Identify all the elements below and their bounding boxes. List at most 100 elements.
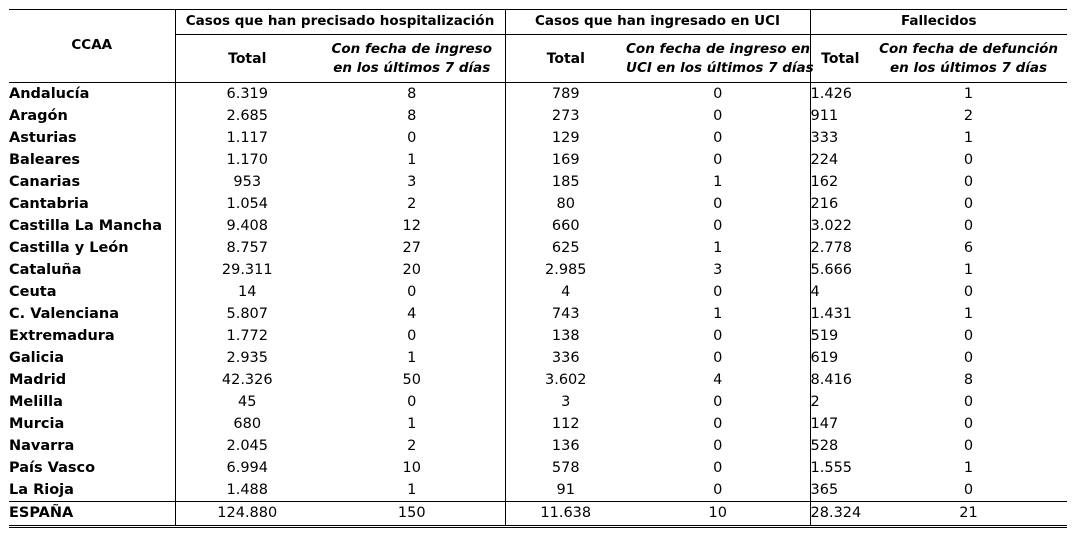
hosp-total-cell: 2.045 xyxy=(174,435,319,457)
uci-total-cell: 789 xyxy=(504,82,627,105)
deaths-total-cell: 162 xyxy=(809,171,871,193)
header-hosp-last7: Con fecha de ingreso en los últimos 7 día… xyxy=(319,34,506,83)
hosp-total-cell: 1.117 xyxy=(174,127,319,149)
hosp-total-cell: 124.880 xyxy=(174,501,319,528)
uci-last7-cell: 0 xyxy=(713,195,723,212)
table-row: Andalucía 6.319 8 789 0 1.426 1 xyxy=(9,82,1067,105)
ccaa-name: Cataluña xyxy=(9,261,82,278)
uci-last7-cell: 0 xyxy=(713,283,723,300)
uci-total-cell: 112 xyxy=(504,413,627,435)
table-row: C. Valenciana 5.807 4 743 1 1.431 1 xyxy=(9,303,1067,325)
uci-last7-cell: 0 xyxy=(626,479,811,502)
hosp-last7-cell: 2 xyxy=(407,195,417,212)
uci-last7-cell: 0 xyxy=(713,415,723,432)
ccaa-name: Melilla xyxy=(9,393,63,410)
deaths-total-cell: 28.324 xyxy=(809,501,871,528)
uci-last7-cell: 4 xyxy=(713,371,723,388)
hosp-total-cell: 2.935 xyxy=(174,347,319,369)
uci-total-cell: 91 xyxy=(504,479,627,502)
uci-last7-cell: 1 xyxy=(713,173,723,190)
deaths-total-cell: 1.426 xyxy=(809,82,871,105)
hosp-total-cell: 1.772 xyxy=(174,325,319,347)
uci-total-cell: 3.602 xyxy=(504,369,627,391)
deaths-last7-cell: 0 xyxy=(963,173,974,190)
header-uci-last7: Con fecha de ingreso en UCI en los último… xyxy=(626,34,814,83)
header-deaths-last7: Con fecha de defunción en los últimos 7 d… xyxy=(870,34,1068,83)
table-row: Baleares 1.170 1 169 0 224 0 xyxy=(9,149,1067,171)
header-group-deaths: Fallecidos xyxy=(809,9,1068,35)
ccaa-name: ESPAÑA xyxy=(9,501,175,528)
uci-total-cell: 4 xyxy=(504,281,627,303)
table-row: La Rioja 1.488 1 91 0 365 0 xyxy=(9,479,1068,502)
hosp-total-cell: 1.054 xyxy=(174,193,319,215)
uci-last7-cell: 0 xyxy=(713,393,723,410)
header-uci-total: Total xyxy=(504,34,627,83)
uci-total-cell: 169 xyxy=(504,149,627,171)
deaths-last7-cell: 0 xyxy=(963,151,974,168)
deaths-last7-cell: 0 xyxy=(963,349,974,366)
uci-total-cell: 136 xyxy=(504,435,627,457)
table-row: Madrid 42.326 50 3.602 4 8.416 8 xyxy=(9,369,1067,391)
deaths-total-cell: 5.666 xyxy=(809,259,871,281)
ccaa-name: Castilla La Mancha xyxy=(9,217,163,234)
deaths-last7-cell: 21 xyxy=(870,501,1068,528)
uci-total-cell: 273 xyxy=(504,105,627,127)
ccaa-name: Castilla y León xyxy=(9,239,129,256)
table-row: Cantabria 1.054 2 80 0 216 0 xyxy=(9,193,1067,215)
hosp-total-cell: 8.757 xyxy=(174,237,319,259)
deaths-last7-cell: 1 xyxy=(963,85,974,102)
uci-last7-cell: 0 xyxy=(713,85,723,102)
ccaa-name: País Vasco xyxy=(9,459,96,476)
deaths-total-cell: 4 xyxy=(809,281,871,303)
table-row: Murcia 680 1 112 0 147 0 xyxy=(9,413,1067,435)
uci-last7-cell: 3 xyxy=(713,261,723,278)
hosp-last7-cell: 0 xyxy=(407,327,417,344)
table-row: Extremadura 1.772 0 138 0 519 0 xyxy=(9,325,1067,347)
hosp-total-cell: 14 xyxy=(174,281,319,303)
deaths-last7-cell: 1 xyxy=(963,459,974,476)
deaths-last7-cell: 0 xyxy=(963,217,974,234)
deaths-total-cell: 619 xyxy=(809,347,871,369)
hosp-last7-cell: 12 xyxy=(402,217,421,234)
table-row: Aragón 2.685 8 273 0 911 2 xyxy=(9,105,1067,127)
ccaa-name: Murcia xyxy=(9,415,65,432)
deaths-total-cell: 365 xyxy=(809,479,871,502)
deaths-total-cell: 911 xyxy=(809,105,871,127)
hosp-last7-cell: 50 xyxy=(402,371,421,388)
deaths-total-cell: 216 xyxy=(809,193,871,215)
ccaa-name: Cantabria xyxy=(9,195,89,212)
hosp-total-cell: 42.326 xyxy=(174,369,319,391)
deaths-total-cell: 224 xyxy=(809,149,871,171)
hosp-last7-cell: 8 xyxy=(407,107,417,124)
hosp-total-cell: 680 xyxy=(174,413,319,435)
deaths-total-cell: 333 xyxy=(809,127,871,149)
hosp-total-cell: 1.488 xyxy=(174,479,319,502)
deaths-last7-cell: 1 xyxy=(963,305,974,322)
uci-last7-cell: 0 xyxy=(713,107,723,124)
hosp-last7-cell: 3 xyxy=(407,173,417,190)
deaths-last7-cell: 0 xyxy=(963,283,974,300)
header-ccaa: CCAA xyxy=(9,9,175,83)
deaths-last7-cell: 0 xyxy=(963,415,974,432)
hosp-last7-cell: 27 xyxy=(402,239,421,256)
deaths-last7-cell: 2 xyxy=(963,107,974,124)
ccaa-name: Andalucía xyxy=(9,85,90,102)
deaths-last7-cell: 1 xyxy=(963,261,974,278)
ccaa-name: Extremadura xyxy=(9,327,115,344)
uci-last7-cell: 0 xyxy=(713,437,723,454)
table-row: Navarra 2.045 2 136 0 528 0 xyxy=(9,435,1067,457)
uci-last7-cell: 0 xyxy=(713,151,723,168)
deaths-total-cell: 2 xyxy=(809,391,871,413)
hosp-last7-cell: 20 xyxy=(402,261,421,278)
uci-last7-cell: 1 xyxy=(713,305,723,322)
table-row: Castilla La Mancha 9.408 12 660 0 3.022 0 xyxy=(9,215,1067,237)
deaths-last7-cell: 6 xyxy=(963,239,974,256)
deaths-total-cell: 1.431 xyxy=(809,303,871,325)
uci-total-cell: 80 xyxy=(504,193,627,215)
table-row: Cataluña 29.311 20 2.985 3 5.666 1 xyxy=(9,259,1067,281)
table-row: Galicia 2.935 1 336 0 619 0 xyxy=(9,347,1067,369)
header-hosp-total: Total xyxy=(174,34,319,83)
deaths-last7-cell: 0 xyxy=(963,437,974,454)
ccaa-name: C. Valenciana xyxy=(9,305,119,322)
covid-ccaa-table: CCAA Casos que han precisado hospitaliza… xyxy=(9,9,1068,528)
